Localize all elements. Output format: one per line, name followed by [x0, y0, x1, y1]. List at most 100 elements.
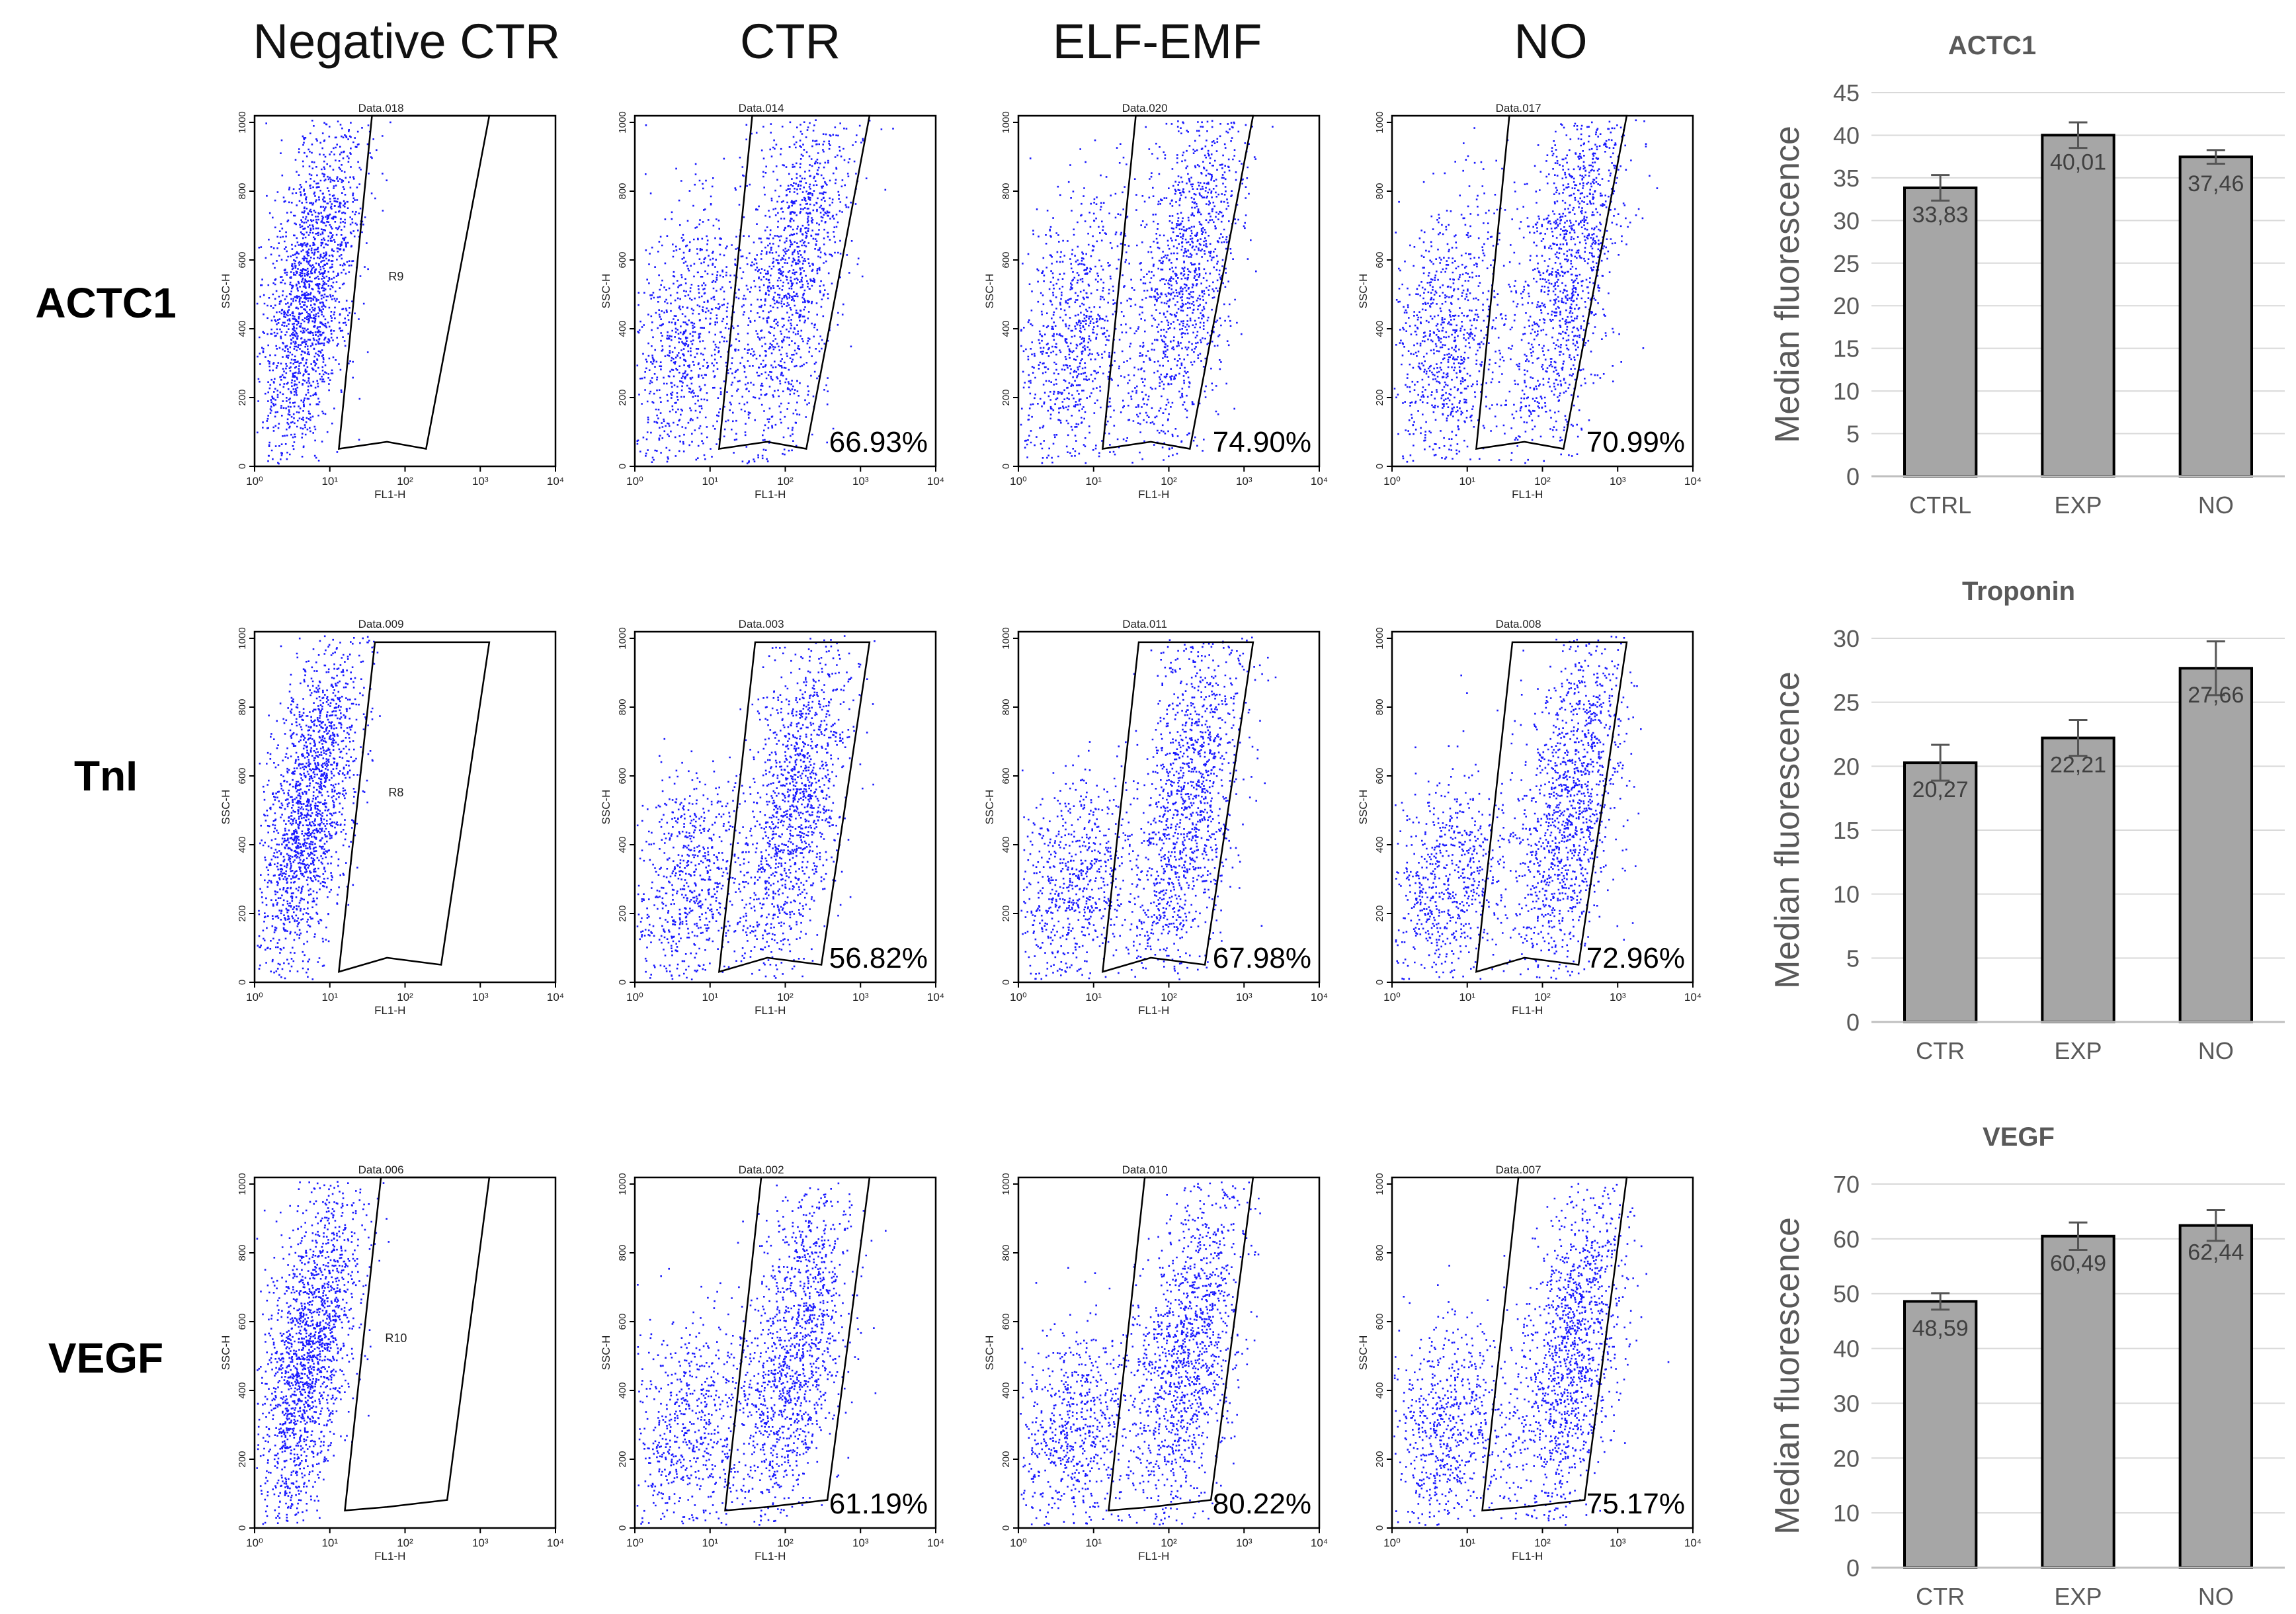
- flow-y-tick-label: 800: [1001, 1244, 1012, 1261]
- bar-y-tick-label: 40: [1833, 1336, 1860, 1363]
- flow-x-tick-label: 10³: [1610, 1537, 1626, 1549]
- flow-gate-polygon: [1101, 641, 1254, 973]
- flow-x-tick-label: 10²: [1534, 475, 1551, 488]
- flow-panel-r2-c3: Data.007 0 200 400 600 800 1000 SSC-H 10⁰ 10¹ 10² 1…: [1357, 1164, 1702, 1562]
- bar-error-bar: [2206, 1209, 2225, 1242]
- flow-x-axis-label: FL1-H: [1138, 1004, 1169, 1017]
- flow-panel-r2-c2: Data.010 0 200 400 600 800 1000 SSC-H 10⁰ 10¹ 10² 1…: [983, 1164, 1328, 1562]
- flow-x-axis-label: FL1-H: [1512, 1550, 1543, 1562]
- flow-panel-r0-c1: Data.014 0 200 400 600 800 1000 SSC-H 10⁰ 10¹ 10² 1…: [600, 102, 944, 501]
- flow-y-tick-label: 400: [1001, 836, 1012, 853]
- flow-y-tick-label: 200: [237, 1451, 248, 1467]
- bar-y-axis-label: Median fluorescence: [1768, 1217, 1807, 1535]
- flow-event-dots: [1393, 1183, 1670, 1526]
- flow-plot-frame: [1017, 1176, 1321, 1529]
- flow-panel-r2-c1: Data.002 0 200 400 600 800 1000 SSC-H 10⁰ 10¹ 10² 1…: [600, 1164, 944, 1562]
- flow-y-tick-label: 0: [237, 980, 248, 985]
- flow-gate-polygon: [718, 114, 871, 450]
- bar-ctr: [1903, 1300, 1978, 1569]
- flow-x-tick-label: 10⁰: [1383, 991, 1401, 1003]
- bar-y-tick-label: 45: [1833, 79, 1860, 106]
- flow-y-tick-label: 1000: [1374, 111, 1385, 133]
- flow-y-tick-label: 600: [1001, 251, 1012, 268]
- flow-y-tick-label: 600: [1001, 1313, 1012, 1330]
- flow-event-dots: [257, 635, 381, 980]
- bar-y-tick-label: 30: [1833, 207, 1860, 234]
- flow-y-tick-label: 200: [1374, 389, 1385, 405]
- bar-y-tick-label: 5: [1846, 945, 1860, 972]
- column-header-1: CTR: [740, 14, 840, 69]
- bar-chart-1: Troponin 0 5 10 15 20 25 30 Median fluorescence 2…: [1768, 577, 2285, 1064]
- flow-x-tick-label: 10⁰: [626, 475, 643, 488]
- flow-y-tick-label: 0: [1374, 1525, 1385, 1531]
- flow-x-tick-label: 10⁰: [1010, 1537, 1027, 1549]
- bar-error-bar: [2206, 149, 2225, 165]
- flow-panel-r1-c1: Data.003 0 200 400 600 800 1000 SSC-H 10⁰ 10¹ 10² 1…: [600, 618, 944, 1017]
- flow-plot-frame: [1391, 630, 1694, 984]
- flow-x-tick-label: 10⁰: [1383, 1537, 1401, 1549]
- flow-data-label: Data.007: [1496, 1164, 1541, 1176]
- flow-x-tick-label: 10²: [1534, 1537, 1551, 1549]
- flow-y-tick-label: 0: [617, 980, 628, 985]
- bar-y-tick-label: 0: [1846, 1554, 1860, 1582]
- flow-x-axis-label: FL1-H: [755, 488, 786, 501]
- bar-y-tick-label: 50: [1833, 1281, 1860, 1308]
- bar-y-tick-label: 10: [1833, 1500, 1860, 1527]
- flow-y-tick-label: 800: [237, 183, 248, 199]
- flow-gate-polygon: [1108, 1176, 1254, 1511]
- flow-x-tick-label: 10⁴: [1311, 475, 1328, 488]
- flow-x-axis-label: FL1-H: [1512, 1004, 1543, 1017]
- bar-error-bar: [1931, 743, 1950, 782]
- bar-value-label: 62,44: [2188, 1240, 2244, 1265]
- flow-plot-frame: [253, 1176, 557, 1529]
- flow-panel-r0-c3: Data.017 0 200 400 600 800 1000 SSC-H 10⁰ 10¹ 10² 1…: [1357, 102, 1702, 501]
- bar-y-tick-label: 15: [1833, 817, 1860, 844]
- flow-gate-polygon: [1481, 1176, 1628, 1511]
- flow-y-axis-label: SSC-H: [220, 1336, 232, 1371]
- bar-category-label: EXP: [2054, 1583, 2102, 1610]
- bar-exp: [2041, 736, 2115, 1024]
- flow-panel-r1-c2: Data.011 0 200 400 600 800 1000 SSC-H 10⁰ 10¹ 10² 1…: [983, 618, 1328, 1017]
- bar-y-tick-label: 70: [1833, 1171, 1860, 1198]
- flow-y-tick-label: 400: [1374, 1382, 1385, 1398]
- flow-y-tick-label: 200: [237, 905, 248, 921]
- bar-category-label: NO: [2198, 1583, 2234, 1610]
- flow-y-tick-label: 800: [237, 699, 248, 715]
- flow-x-tick-label: 10²: [397, 991, 413, 1003]
- flow-gate-percent: 66.93%: [829, 426, 928, 458]
- flow-event-dots: [1393, 119, 1659, 464]
- flow-y-tick-label: 400: [1001, 1382, 1012, 1398]
- bar-y-tick-label: 0: [1846, 1009, 1860, 1036]
- flow-gate-percent: 56.82%: [829, 942, 928, 974]
- flow-x-tick-label: 10²: [1161, 991, 1177, 1003]
- flow-x-tick-label: 10³: [1236, 991, 1252, 1003]
- flow-y-tick-label: 0: [617, 464, 628, 469]
- bar-y-tick-label: 20: [1833, 753, 1860, 780]
- flow-x-tick-label: 10¹: [1085, 1537, 1102, 1549]
- flow-y-axis-label: SSC-H: [600, 790, 612, 825]
- bar-no: [2178, 667, 2254, 1023]
- flow-region-label: R9: [388, 270, 403, 283]
- flow-x-tick-label: 10²: [1161, 1537, 1177, 1549]
- flow-plot-frame: [1391, 114, 1694, 468]
- bar-y-tick-label: 30: [1833, 625, 1860, 652]
- flow-y-tick-label: 1000: [237, 627, 248, 649]
- flow-y-tick-label: 800: [617, 1244, 628, 1261]
- bar-category-label: EXP: [2054, 491, 2102, 519]
- bar-y-tick-label: 40: [1833, 122, 1860, 149]
- flow-x-tick-label: 10⁰: [1383, 475, 1401, 488]
- flow-y-tick-label: 0: [1374, 980, 1385, 985]
- flow-y-tick-label: 800: [1374, 1244, 1385, 1261]
- flow-gate-polygon: [337, 114, 491, 450]
- row-label-2: VEGF: [48, 1334, 163, 1382]
- bar-y-tick-label: 30: [1833, 1390, 1860, 1417]
- flow-y-tick-label: 800: [1001, 699, 1012, 715]
- flow-y-tick-label: 800: [237, 1244, 248, 1261]
- flow-gate-percent: 67.98%: [1213, 942, 1311, 974]
- flow-y-axis-label: SSC-H: [983, 274, 996, 309]
- flow-y-tick-label: 0: [617, 1525, 628, 1531]
- flow-y-axis-label: SSC-H: [983, 1336, 996, 1371]
- flow-y-tick-label: 400: [1001, 320, 1012, 337]
- flow-x-axis-label: FL1-H: [1138, 488, 1169, 501]
- bar-value-label: 20,27: [1912, 777, 1969, 802]
